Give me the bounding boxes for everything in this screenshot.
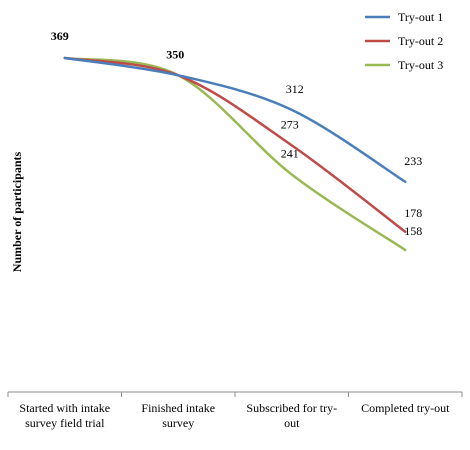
x-tick-label: Finished intake survey	[141, 401, 215, 430]
series-line-try-out-2	[63, 56, 407, 234]
legend-label: Try-out 3	[398, 58, 443, 72]
series-line-try-out-1	[63, 56, 407, 184]
data-label: 369	[51, 29, 69, 43]
y-axis-title: Number of participants	[10, 151, 24, 272]
x-tick-label: Subscribed for try-out	[246, 401, 337, 430]
data-label: 158	[404, 224, 422, 238]
data-label: 233	[404, 154, 422, 168]
series-line-try-out-3	[63, 56, 407, 252]
data-label: 241	[281, 146, 299, 160]
x-tick-label: Started with intake survey field trial	[19, 401, 110, 430]
legend-label: Try-out 1	[398, 10, 443, 24]
series-lines	[63, 56, 407, 252]
x-axis: Started with intake survey field trial Fin…	[7, 391, 463, 430]
legend: Try-out 1 Try-out 2 Try-out 3	[365, 10, 443, 72]
data-label: 178	[404, 206, 422, 220]
x-tick-label: Completed try-out	[361, 401, 450, 415]
data-label: 312	[286, 82, 304, 96]
data-label: 350	[166, 47, 184, 61]
legend-label: Try-out 2	[398, 34, 443, 48]
data-label: 273	[281, 117, 299, 131]
data-labels: 369 350 312 273 241 233 178 158	[51, 29, 423, 238]
